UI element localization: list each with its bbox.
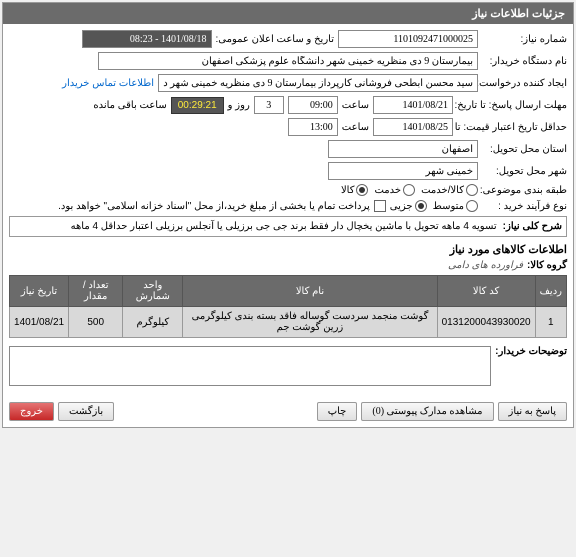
radio-medium[interactable]: متوسط — [433, 200, 478, 212]
buyer-input[interactable] — [98, 52, 478, 70]
category-radio-group: کالا/خدمت خدمت کالا — [341, 184, 478, 196]
td-name: گوشت منجمد سردست گوساله فاقد بسته بندی ک… — [183, 307, 437, 338]
countdown-timer: 00:29:21 — [171, 97, 224, 114]
desc-label: شرح کلی نیاز: — [503, 221, 562, 232]
category-label: طبقه بندی موضوعی: — [482, 185, 567, 196]
td-code: 0131200043930020 — [437, 307, 535, 338]
row-purchase-type: نوع فرآیند خرید : متوسط جزیی پرداخت تمام… — [9, 200, 567, 212]
td-row: 1 — [535, 307, 566, 338]
cat-service-label: خدمت — [374, 185, 401, 196]
row-group: گروه کالا: فراورده های دامی — [9, 260, 567, 271]
row-city: شهر محل تحویل: — [9, 162, 567, 180]
cat-goods-label: کالا — [341, 185, 355, 196]
deadline-date-input[interactable] — [373, 96, 453, 114]
radio-partial[interactable]: جزیی — [390, 200, 427, 212]
purchase-type-radio-group: متوسط جزیی — [390, 200, 478, 212]
radio-dot-icon — [466, 200, 478, 212]
table-row[interactable]: 1 0131200043930020 گوشت منجمد سردست گوسا… — [10, 307, 567, 338]
items-table: ردیف کد کالا نام کالا واحد شمارش تعداد /… — [9, 275, 567, 338]
td-unit: کیلوگرم — [123, 307, 183, 338]
deadline-label: مهلت ارسال پاسخ: تا تاریخ: — [457, 100, 567, 111]
buyer-label: نام دستگاه خریدار: — [482, 56, 567, 67]
validity-time-input[interactable] — [288, 118, 338, 136]
description-row: شرح کلی نیاز: تسویه 4 ماهه تحویل با ماشی… — [9, 216, 567, 237]
province-input[interactable] — [328, 140, 478, 158]
details-panel: جزئیات اطلاعات نیاز شماره نیاز: تاریخ و … — [2, 2, 574, 428]
row-need-no: شماره نیاز: تاریخ و ساعت اعلان عمومی: — [9, 30, 567, 48]
radio-dot-icon — [356, 184, 368, 196]
td-date: 1401/08/21 — [10, 307, 69, 338]
time-label-2: ساعت — [342, 122, 369, 133]
th-row: ردیف — [535, 276, 566, 307]
back-button[interactable]: بازگشت — [58, 402, 114, 421]
city-label: شهر محل تحویل: — [482, 166, 567, 177]
th-qty: تعداد / مقدار — [69, 276, 123, 307]
contact-link[interactable]: اطلاعات تماس خریدار — [62, 78, 154, 89]
td-qty: 500 — [69, 307, 123, 338]
row-deadline: مهلت ارسال پاسخ: تا تاریخ: ساعت روز و 00… — [9, 96, 567, 114]
th-date: تاریخ نیاز — [10, 276, 69, 307]
announce-label: تاریخ و ساعت اعلان عمومی: — [216, 34, 335, 45]
row-category: طبقه بندی موضوعی: کالا/خدمت خدمت کالا — [9, 184, 567, 196]
creator-input[interactable] — [158, 74, 478, 92]
button-row: پاسخ به نیاز مشاهده مدارک پیوستی (0) چاپ… — [3, 396, 573, 427]
th-unit: واحد شمارش — [123, 276, 183, 307]
panel-body: شماره نیاز: تاریخ و ساعت اعلان عمومی: نا… — [3, 24, 573, 396]
remaining-label: ساعت باقی مانده — [93, 100, 166, 111]
cat-gs-label: کالا/خدمت — [421, 185, 464, 196]
print-button[interactable]: چاپ — [317, 402, 358, 421]
panel-title: جزئیات اطلاعات نیاز — [3, 3, 573, 24]
table-header-row: ردیف کد کالا نام کالا واحد شمارش تعداد /… — [10, 276, 567, 307]
radio-dot-icon — [466, 184, 478, 196]
deadline-time-input[interactable] — [288, 96, 338, 114]
desc-text: تسویه 4 ماهه تحویل با ماشین یخچال دار فق… — [14, 221, 497, 232]
group-label: گروه کالا: — [527, 260, 567, 271]
announce-input[interactable] — [82, 30, 212, 48]
radio-goods-service[interactable]: کالا/خدمت — [421, 184, 478, 196]
th-name: نام کالا — [183, 276, 437, 307]
province-label: استان محل تحویل: — [482, 144, 567, 155]
row-creator: ایجاد کننده درخواست: اطلاعات تماس خریدار — [9, 74, 567, 92]
radio-dot-icon — [415, 200, 427, 212]
attachments-button[interactable]: مشاهده مدارک پیوستی (0) — [361, 402, 493, 421]
buyer-notes-label: توضیحات خریدار: — [495, 346, 567, 357]
need-no-input[interactable] — [338, 30, 478, 48]
purchase-type-label: نوع فرآیند خرید : — [482, 201, 567, 212]
days-input[interactable] — [254, 96, 284, 114]
row-validity: حداقل تاریخ اعتبار قیمت: تا تاریخ: ساعت — [9, 118, 567, 136]
row-province: استان محل تحویل: — [9, 140, 567, 158]
need-no-label: شماره نیاز: — [482, 34, 567, 45]
validity-label: حداقل تاریخ اعتبار قیمت: تا تاریخ: — [457, 122, 567, 133]
pay-note: پرداخت تمام یا بخشی از مبلغ خرید،از محل … — [58, 201, 370, 212]
pay-checkbox[interactable] — [374, 200, 386, 212]
creator-label: ایجاد کننده درخواست: — [482, 78, 567, 89]
group-value: فراورده های دامی — [448, 260, 523, 271]
row-buyer: نام دستگاه خریدار: — [9, 52, 567, 70]
radio-dot-icon — [403, 184, 415, 196]
pt-partial-label: جزیی — [390, 201, 413, 212]
row-buyer-notes: توضیحات خریدار: — [9, 346, 567, 386]
radio-service[interactable]: خدمت — [374, 184, 415, 196]
th-code: کد کالا — [437, 276, 535, 307]
buyer-notes-textarea[interactable] — [9, 346, 491, 386]
exit-button[interactable]: خروج — [9, 402, 54, 421]
time-label-1: ساعت — [342, 100, 369, 111]
radio-goods[interactable]: کالا — [341, 184, 369, 196]
pt-medium-label: متوسط — [433, 201, 464, 212]
reply-button[interactable]: پاسخ به نیاز — [498, 402, 568, 421]
days-label: روز و — [228, 100, 250, 111]
city-input[interactable] — [328, 162, 478, 180]
items-section-title: اطلاعات کالاهای مورد نیاز — [9, 243, 567, 256]
validity-date-input[interactable] — [373, 118, 453, 136]
